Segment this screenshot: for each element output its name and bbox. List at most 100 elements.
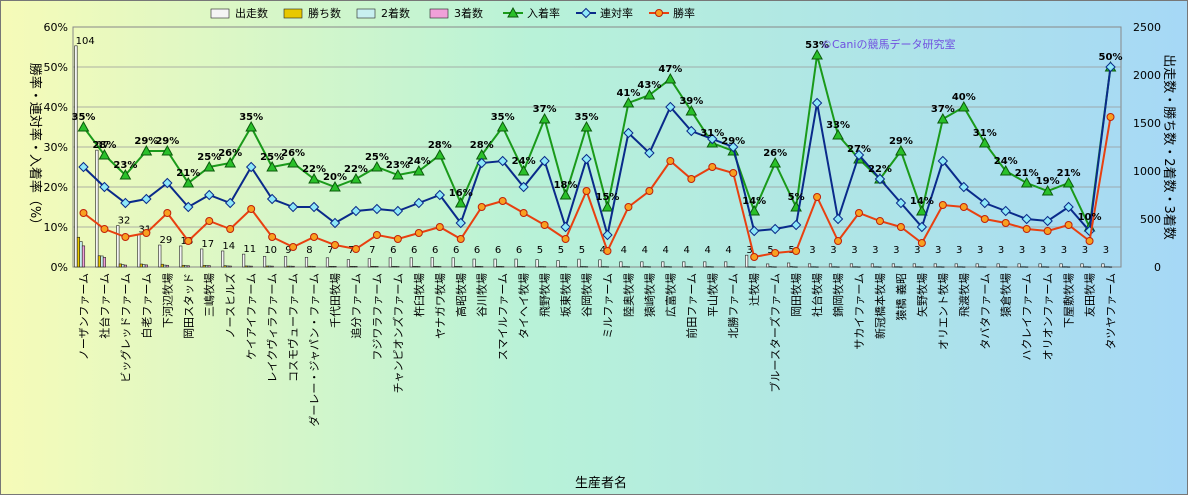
thirds-bar [1067, 266, 1071, 268]
place-rate-data-label: 26% [281, 148, 305, 159]
starts-bar [598, 259, 602, 268]
place-rate-marker [999, 164, 1012, 176]
place-rate-marker [203, 160, 216, 172]
place-rate-data-label: 50% [1099, 52, 1123, 63]
place-rate-marker [140, 144, 153, 156]
starts-data-label: 3 [1019, 245, 1025, 256]
quinella-rate-marker [120, 197, 131, 209]
thirds-bar [899, 266, 903, 268]
quinella-rate-marker [707, 133, 718, 145]
thirds-bar [144, 264, 148, 268]
win-rate-marker [519, 209, 528, 217]
x-tick-label: 飛野牧場 [538, 273, 552, 317]
place-rate-marker [412, 164, 425, 176]
left-axis-title: 勝率・連対率・入着率（%） [27, 63, 43, 231]
thirds-bar [962, 266, 966, 268]
legend-label: 勝率 [673, 6, 695, 20]
win-rate-marker [917, 239, 926, 247]
thirds-bar [522, 266, 526, 268]
thirds-bar [291, 265, 295, 268]
place-rate-data-label: 41% [616, 88, 640, 99]
legend-label: 2着数 [381, 6, 410, 20]
quinella-rate-marker [748, 225, 760, 237]
place-rate-data-label: 26% [218, 148, 242, 159]
quinella-rate-marker [371, 203, 383, 215]
starts-bar [388, 257, 392, 268]
starts-bar [954, 263, 958, 268]
seconds-bar [289, 265, 293, 268]
place-rate-data-label: 24% [994, 156, 1018, 167]
place-rate-data-label: 43% [637, 80, 661, 91]
place-rate-data-label: 23% [113, 160, 137, 171]
place-rate-marker [1020, 176, 1033, 188]
wins-bar [705, 266, 709, 268]
left-tick-label: 0% [51, 261, 68, 274]
x-tick-labels: ノーザンファーム 社台ファーム ビッグレッドファーム 白老ファーム 下河辺牧場 岡田スタッ… [77, 273, 1117, 427]
seconds-bar [959, 266, 963, 268]
x-tick-label: タイヘイ牧場 [517, 273, 531, 339]
win-rate-marker [435, 223, 444, 231]
win-rate-marker [1085, 237, 1094, 245]
place-rate-data-label: 28% [470, 140, 494, 151]
place-rate-data-label: 23% [386, 160, 410, 171]
quinella-rate-marker [644, 147, 655, 159]
quinella-rate-marker [141, 193, 152, 205]
wins-bar [663, 266, 667, 268]
starts-data-label: 17 [97, 140, 110, 151]
starts-data-label: 4 [600, 245, 606, 256]
starts-data-label: 6 [390, 245, 396, 256]
starts-data-label: 6 [453, 245, 459, 256]
seconds-bar [121, 264, 125, 268]
x-tick-label: ヤナガワ牧場 [433, 273, 447, 339]
wins-bar [936, 266, 940, 268]
seconds-bar [917, 266, 921, 268]
quinella-rate-marker [1042, 215, 1053, 227]
wins-bar [433, 266, 437, 268]
starts-data-label: 104 [76, 36, 95, 47]
legend-swatch [356, 8, 376, 19]
place-rate-marker [978, 136, 991, 148]
win-rate-marker [205, 217, 214, 225]
thirds-bar [354, 266, 358, 268]
thirds-bar [396, 266, 400, 268]
legend-swatch [210, 8, 230, 19]
seconds-bar [645, 266, 649, 268]
x-tick-label: 千代田牧場 [328, 273, 342, 328]
starts-data-label: 3 [872, 245, 878, 256]
starts-data-label: 3 [956, 245, 962, 256]
wins-bar [810, 266, 814, 268]
starts-bar [619, 261, 623, 268]
place-rate-data-label: 25% [197, 152, 221, 163]
seconds-bar [729, 266, 733, 268]
starts-data-label: 32 [118, 216, 131, 227]
legend-label: 連対率 [600, 6, 633, 20]
x-tick-label: 飛渡牧場 [957, 273, 971, 317]
x-tick-label: ノースヒルズ [223, 273, 237, 338]
win-rate-marker [896, 223, 905, 231]
place-rate-data-label: 33% [826, 120, 850, 131]
seconds-bar [896, 266, 900, 268]
win-rate-marker [980, 215, 989, 223]
seconds-bar [100, 255, 104, 268]
starts-data-label: 4 [704, 245, 710, 256]
thirds-bar [102, 257, 106, 268]
right-tick-label: 2000 [1133, 69, 1161, 82]
win-rate-marker [100, 225, 109, 233]
x-tick-label: チャンピオンズファーム [391, 273, 405, 393]
starts-data-label: 6 [495, 245, 501, 256]
x-tick-label: 谷岡牧場 [580, 273, 594, 317]
starts-data-label: 3 [914, 245, 920, 256]
legend-swatch [283, 8, 303, 19]
wins-bar [76, 236, 81, 268]
x-axis-title: 生産者名 [575, 475, 627, 491]
thirds-bar [941, 266, 945, 268]
starts-bar [221, 250, 225, 268]
thirds-bar [438, 266, 442, 268]
thirds-bar [647, 266, 651, 268]
place-rate-data-label: 15% [596, 192, 620, 203]
wins-bar [579, 266, 584, 268]
starts-bar [807, 263, 812, 268]
win-rate-marker [247, 205, 256, 213]
starts-bar [661, 261, 665, 268]
